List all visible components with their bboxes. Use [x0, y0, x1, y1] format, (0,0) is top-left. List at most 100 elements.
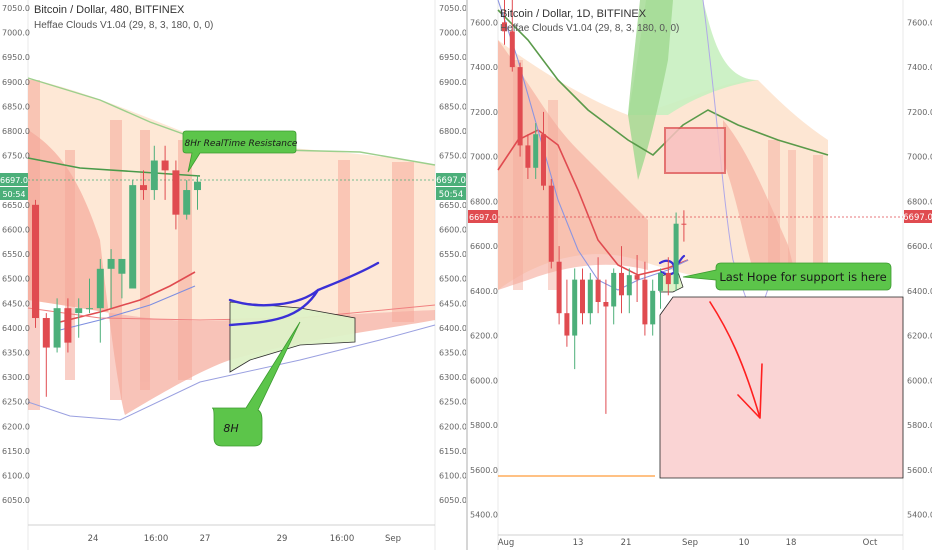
left-price-tick-label: 6650.0	[439, 201, 466, 210]
left-time-tick-label: 24	[88, 534, 99, 544]
left-price-tick-label: 6350.0	[439, 348, 466, 357]
right-time-tick-label: 18	[786, 538, 797, 548]
right-price-tick-label-left: 6400.0	[470, 287, 498, 296]
left-dark-green-ma	[27, 157, 201, 177]
right-time-axis[interactable]: Aug 13 21 Sep 10 18 Oct	[498, 538, 878, 548]
left-countdown-tag-text: 50:54	[439, 190, 464, 200]
left-price-tick-label-left: 6450.0	[2, 299, 30, 308]
left-candle[interactable]	[86, 308, 93, 310]
left-price-tick-label-left: 6350.0	[2, 348, 30, 357]
right-candle[interactable]	[509, 31, 515, 68]
left-candle[interactable]	[32, 204, 39, 319]
right-candle[interactable]	[541, 134, 546, 186]
right-candle[interactable]	[595, 279, 601, 303]
right-red-arrow[interactable]	[709, 301, 763, 419]
left-candle[interactable]	[107, 258, 115, 269]
left-price-tick-label: 6850.0	[439, 102, 466, 111]
left-left-countdown-tag-text: 50:54	[2, 190, 25, 199]
right-candle[interactable]	[681, 223, 687, 225]
left-candle[interactable]	[53, 308, 61, 348]
right-candle[interactable]	[502, 22, 507, 32]
right-price-tick-label-left: 7600.0	[470, 18, 498, 27]
right-candle[interactable]	[626, 275, 632, 296]
right-candles	[502, 0, 687, 414]
left-8h-callout-shape[interactable]	[211, 321, 301, 447]
left-candle[interactable]	[96, 268, 104, 309]
right-chart-pane[interactable]: Last Hope for support is here 7600.0 7400…	[468, 0, 932, 550]
left-price-axis-left: 7050.0 7000.0 6950.0 6900.0 6850.0 6800.0 6750…	[2, 4, 30, 505]
right-candle[interactable]	[525, 145, 531, 168]
right-candle[interactable]	[587, 279, 593, 314]
left-time-tick-label: 16:00	[330, 534, 355, 544]
right-support-callout-text: Last Hope for support is here	[719, 270, 886, 284]
left-candle[interactable]	[75, 308, 83, 314]
right-time-tick-label: Sep	[682, 538, 698, 548]
left-candle[interactable]	[194, 181, 201, 191]
left-left-price-tag	[0, 173, 28, 186]
left-chart-title: Bitcoin / Dollar, 480, BITFINEX	[34, 4, 185, 16]
right-left-price-tag	[468, 210, 498, 223]
right-candle[interactable]	[603, 302, 609, 307]
left-price-tick-label: 6050.0	[439, 496, 466, 505]
left-price-tick-label-left: 6500.0	[2, 275, 30, 284]
right-candle[interactable]	[650, 290, 656, 325]
right-candle[interactable]	[564, 313, 570, 336]
right-resistance-box[interactable]	[664, 127, 726, 174]
left-indicator-label: Heffae Clouds V1.04 (29, 8, 3, 180, 0, 0…	[34, 20, 214, 31]
right-price-tick-label-left: 7400.0	[470, 63, 498, 72]
pane-divider[interactable]	[466, 0, 468, 550]
right-cloud-red	[498, 40, 648, 290]
right-candle[interactable]	[572, 279, 578, 336]
right-candle[interactable]	[533, 134, 539, 168]
left-cloud-lower-band	[28, 130, 435, 415]
left-time-tick-label: 29	[277, 534, 288, 544]
right-candle[interactable]	[658, 272, 663, 291]
right-time-tick-label: Aug	[498, 538, 515, 548]
left-price-tick-label-left: 6050.0	[2, 496, 30, 505]
left-candle[interactable]	[42, 318, 50, 348]
left-red-dashed-level	[27, 304, 436, 321]
right-dark-green-ma	[497, 9, 829, 157]
left-candle[interactable]	[150, 160, 158, 191]
left-price-tick-label: 6250.0	[439, 398, 466, 407]
right-candle[interactable]	[611, 272, 617, 307]
right-price-tick-label: 5800.0	[907, 421, 932, 430]
left-candle[interactable]	[129, 185, 137, 289]
right-candle[interactable]	[673, 223, 679, 285]
left-price-tick-label-left: 6600.0	[2, 225, 30, 234]
right-price-axis[interactable]: 7600.0 7400.0 7200.0 7000.0 6800.0 6600.0 6400…	[907, 18, 932, 519]
left-price-tick-label-left: 6950.0	[2, 53, 30, 62]
left-price-tick-label-left: 7000.0	[2, 29, 30, 38]
left-candle[interactable]	[64, 308, 72, 343]
right-candle[interactable]	[517, 67, 523, 146]
right-candle[interactable]	[642, 279, 648, 325]
right-candle[interactable]	[634, 275, 640, 280]
left-candle[interactable]	[161, 160, 169, 171]
left-candle[interactable]	[183, 190, 191, 215]
right-candle[interactable]	[665, 272, 671, 285]
left-price-tick-label-left: 6200.0	[2, 422, 30, 431]
left-candle[interactable]	[140, 185, 147, 191]
left-time-axis[interactable]: 24 16:00 27 29 16:00 Sep	[88, 534, 401, 544]
left-candle[interactable]	[118, 258, 126, 274]
left-price-tick-label: 6900.0	[439, 78, 466, 87]
left-price-tick-label-left: 6900.0	[2, 78, 30, 87]
left-price-tick-label-left: 6300.0	[2, 373, 30, 382]
left-price-tag-text: 6697.0	[436, 176, 466, 186]
left-chart-pane[interactable]: 8Hr RealTime Resistance 8H 7050.0 7000.0 6…	[0, 0, 466, 550]
left-resistance-callout-shape[interactable]	[182, 130, 297, 173]
right-candle[interactable]	[580, 279, 585, 314]
left-price-axis[interactable]: 7050.0 7000.0 6950.0 6900.0 6850.0 6800.0 6750…	[439, 4, 466, 505]
right-candle[interactable]	[548, 185, 554, 262]
left-price-tick-label: 6500.0	[439, 275, 466, 284]
right-support-zone[interactable]	[659, 296, 904, 479]
right-price-tick-label: 7000.0	[907, 153, 932, 162]
right-price-tag	[904, 210, 932, 223]
left-price-tick-label-left: 6650.0	[2, 201, 30, 210]
right-candle[interactable]	[556, 261, 562, 314]
left-candle[interactable]	[172, 170, 180, 215]
right-candle[interactable]	[619, 272, 624, 296]
left-blue-curve-drawing[interactable]	[228, 261, 380, 327]
right-support-callout-shape[interactable]	[682, 262, 892, 291]
left-price-tick-label: 6550.0	[439, 250, 466, 259]
